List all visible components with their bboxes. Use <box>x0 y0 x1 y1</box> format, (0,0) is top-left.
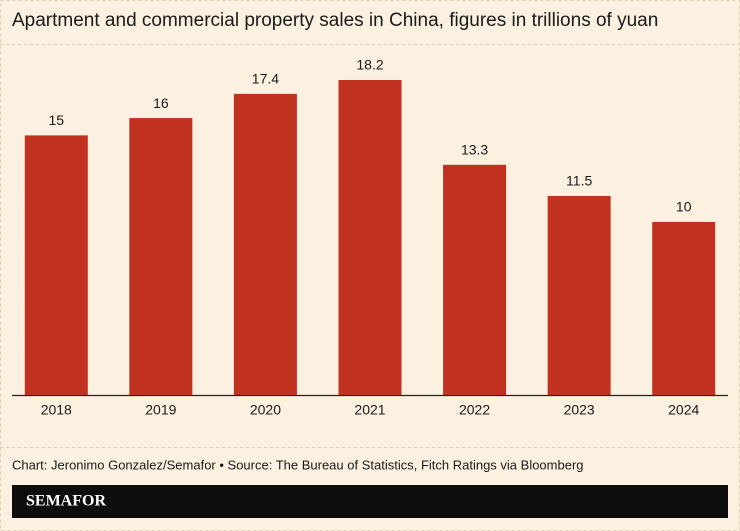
x-tick-label: 2019 <box>145 402 176 418</box>
bar <box>547 195 611 395</box>
brand-bar <box>12 485 728 518</box>
x-tick-label: 2020 <box>250 402 281 418</box>
value-label: 18.2 <box>356 57 383 73</box>
bar <box>129 118 193 396</box>
value-label: 17.4 <box>252 71 279 87</box>
source: Chart: Jeronimo Gonzalez/Semafor • Sourc… <box>12 457 584 472</box>
brand: SEMAFOR <box>26 493 106 510</box>
bar <box>443 164 507 395</box>
bar <box>652 221 716 395</box>
chart-title: Apartment and commercial property sales … <box>12 10 658 31</box>
value-label: 10 <box>676 199 692 215</box>
x-tick-label: 2018 <box>41 402 72 418</box>
value-label: 15 <box>48 112 64 128</box>
bar <box>233 93 297 395</box>
x-tick-label: 2022 <box>459 402 490 418</box>
value-label: 11.5 <box>566 173 592 189</box>
x-tick-label: 2023 <box>564 402 595 418</box>
bar <box>24 135 88 395</box>
x-tick-label: 2024 <box>668 402 699 418</box>
value-label: 13.3 <box>461 142 488 158</box>
bar <box>338 80 402 395</box>
x-tick-label: 2021 <box>354 402 385 418</box>
value-label: 16 <box>153 95 169 111</box>
